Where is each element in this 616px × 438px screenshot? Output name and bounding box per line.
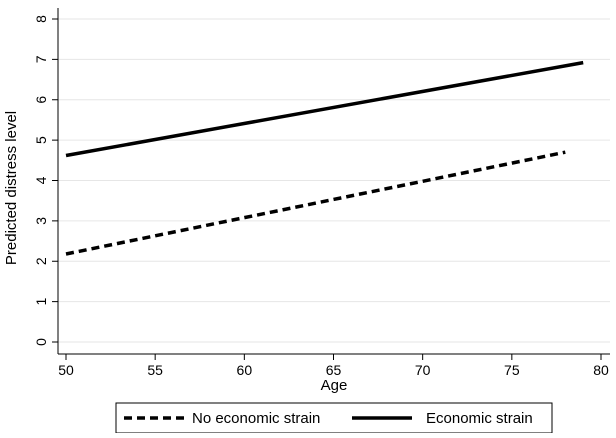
y-tick-label-5: 5 <box>33 136 49 144</box>
legend-label-economic-strain: Economic strain <box>426 410 533 427</box>
x-tick-label-80: 80 <box>593 362 609 378</box>
y-tick-label-0: 0 <box>33 338 49 346</box>
y-axis-label: Predicted distress level <box>3 111 20 265</box>
y-tick-label-8: 8 <box>33 15 49 23</box>
x-tick-label-50: 50 <box>58 362 74 378</box>
y-tick-label-3: 3 <box>33 217 49 225</box>
series-layer <box>65 60 584 256</box>
legend: No economic strain Economic strain <box>115 402 553 434</box>
x-tick-label-75: 75 <box>504 362 520 378</box>
legend-label-no-economic-strain: No economic strain <box>192 410 320 427</box>
series-line-no-economic-strain <box>65 150 566 256</box>
x-tick-label-70: 70 <box>415 362 431 378</box>
y-axis-ticks: 0 1 2 3 4 5 6 7 8 <box>33 15 58 346</box>
y-tick-label-2: 2 <box>33 257 49 265</box>
y-tick-label-1: 1 <box>33 298 49 306</box>
legend-box <box>115 402 553 434</box>
x-tick-label-65: 65 <box>326 362 342 378</box>
y-tick-label-6: 6 <box>33 96 49 104</box>
x-axis-label: Age <box>321 377 348 394</box>
series-line-economic-strain <box>65 60 584 158</box>
x-tick-label-55: 55 <box>147 362 163 378</box>
y-tick-label-7: 7 <box>33 55 49 63</box>
x-axis-ticks: 50 55 60 65 70 75 80 <box>58 354 609 378</box>
x-tick-label-60: 60 <box>237 362 253 378</box>
y-tick-label-4: 4 <box>33 176 49 184</box>
gridlines <box>58 18 610 343</box>
